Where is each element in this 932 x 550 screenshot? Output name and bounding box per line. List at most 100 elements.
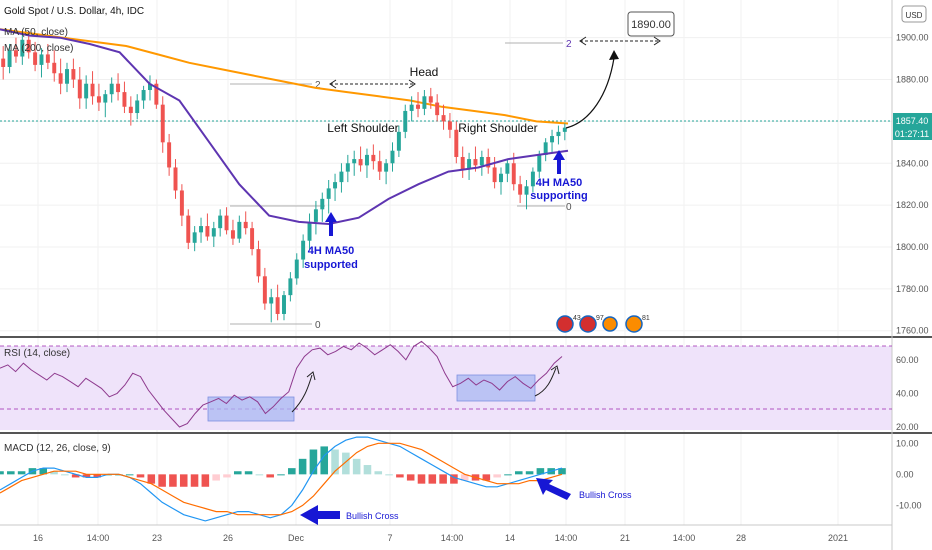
- arrowhead-left-head: [329, 79, 337, 89]
- candle-body: [52, 62, 57, 74]
- macd-histogram-bar: [298, 458, 307, 475]
- time-tick-label: 14:00: [441, 533, 464, 543]
- event-badge-2-count: 97: [596, 315, 604, 322]
- time-tick-label: 14: [505, 533, 515, 543]
- candle-body: [499, 173, 503, 183]
- signal-polyline: [0, 442, 563, 516]
- macd-histogram-bar: [288, 468, 296, 475]
- candle-body: [154, 83, 159, 105]
- candle-body: [179, 190, 184, 216]
- target-label: 1890.00: [631, 19, 671, 31]
- candle-body: [313, 209, 318, 222]
- time-tick-label: 16: [33, 533, 43, 543]
- candle-body: [224, 215, 229, 231]
- ma50-supporting-line1: 4H MA50: [536, 177, 582, 189]
- right-shoulder-label: Right Shoulder: [458, 121, 537, 135]
- ma200-line: [0, 28, 569, 125]
- rsi-tick-label: 20.00: [896, 422, 919, 432]
- candle-body: [262, 276, 267, 304]
- macd-histogram-bar: [0, 471, 4, 475]
- macd-histogram-bar: [504, 474, 512, 476]
- event-badge-1[interactable]: 43: [556, 315, 581, 333]
- candle-body: [550, 136, 555, 143]
- bullish-cross-arrow-1: [300, 505, 340, 525]
- price-tick-label: 1820.00: [896, 200, 929, 210]
- candle-body: [441, 115, 446, 122]
- arrowhead-right-target: [653, 36, 661, 46]
- time-tick-label: 21: [620, 533, 630, 543]
- ma200-legend: MA (200, close): [4, 43, 73, 54]
- candle-body: [339, 171, 344, 183]
- candle-body: [141, 90, 146, 101]
- candle-body: [84, 83, 89, 99]
- macd-histogram-bar: [450, 474, 458, 484]
- candle-body: [269, 297, 274, 304]
- candle-body: [211, 228, 216, 237]
- price-tick-label: 1800.00: [896, 242, 929, 252]
- macd-histogram-bar: [514, 471, 523, 475]
- macd-histogram-bar: [179, 474, 188, 487]
- candle-body: [128, 106, 133, 114]
- macd-tick-label: 0.00: [896, 469, 914, 479]
- macd-histogram-bar: [331, 449, 339, 475]
- candle-body: [243, 221, 248, 229]
- candle-body: [192, 232, 197, 243]
- arrowhead-left-target: [579, 36, 587, 46]
- candle-body: [96, 96, 101, 103]
- macd-histogram-bar: [147, 474, 156, 484]
- bullish-cross-label-2: Bullish Cross: [579, 490, 632, 500]
- event-badge-2[interactable]: 97: [579, 315, 604, 333]
- candle-body: [447, 121, 452, 130]
- macd-legend: MACD (12, 26, close, 9): [4, 443, 111, 454]
- candle-body: [1, 58, 6, 67]
- target-box[interactable]: [627, 11, 675, 37]
- macd-tick-label: -10.00: [896, 500, 922, 510]
- time-tick-label: 26: [223, 533, 233, 543]
- macd-histogram-bar: [406, 474, 415, 481]
- event-badge-4[interactable]: 81: [625, 315, 650, 333]
- fib-label-0b: 0: [566, 202, 572, 213]
- rsi-breakout-arrowhead-2: [550, 365, 560, 375]
- candle-body: [556, 131, 561, 137]
- event-badge-3[interactable]: [602, 316, 618, 332]
- candle-body: [377, 161, 382, 172]
- candle-body: [562, 127, 567, 132]
- candle-body: [199, 226, 204, 233]
- candle-body: [230, 230, 235, 239]
- candle-body: [218, 215, 223, 229]
- macd-histogram-bar: [525, 471, 534, 475]
- candle-body: [13, 50, 18, 57]
- time-tick-label: 23: [152, 533, 162, 543]
- price-tick-label: 1760.00: [896, 326, 929, 336]
- ma50-supported-line1: 4H MA50: [308, 245, 354, 257]
- candle-body: [45, 54, 50, 63]
- candle-body: [435, 102, 440, 116]
- macd-histogram-bar: [493, 474, 501, 478]
- rsi-breakout-arrow-1: [291, 374, 313, 413]
- symbol-title: Gold Spot / U.S. Dollar, 4h, IDC: [4, 6, 144, 17]
- fib-label-0a: 0: [315, 320, 321, 331]
- candle-body: [537, 154, 542, 172]
- macd-histogram-bar: [428, 474, 437, 484]
- time-tick-label: 28: [736, 533, 746, 543]
- macd-histogram-bar: [277, 474, 285, 476]
- macd-histogram-bar: [39, 468, 48, 475]
- candle-body: [345, 163, 350, 172]
- macd-histogram-bar: [396, 474, 404, 478]
- candle-body: [403, 110, 408, 132]
- macd-histogram-bar: [17, 471, 26, 475]
- candle-body: [77, 79, 82, 99]
- bullish-cross-label-1: Bullish Cross: [346, 511, 399, 521]
- ma50-supporting-arrow: [553, 150, 565, 174]
- rsi-polyline: [0, 340, 563, 428]
- candle-body: [250, 228, 255, 250]
- currency-button[interactable]: [901, 5, 927, 23]
- candle-body: [135, 100, 140, 114]
- countdown-badge: [893, 127, 932, 140]
- candle-body: [384, 163, 389, 172]
- candle-body: [409, 104, 414, 111]
- macd-histogram-bar: [158, 474, 166, 487]
- candle-body: [454, 129, 459, 157]
